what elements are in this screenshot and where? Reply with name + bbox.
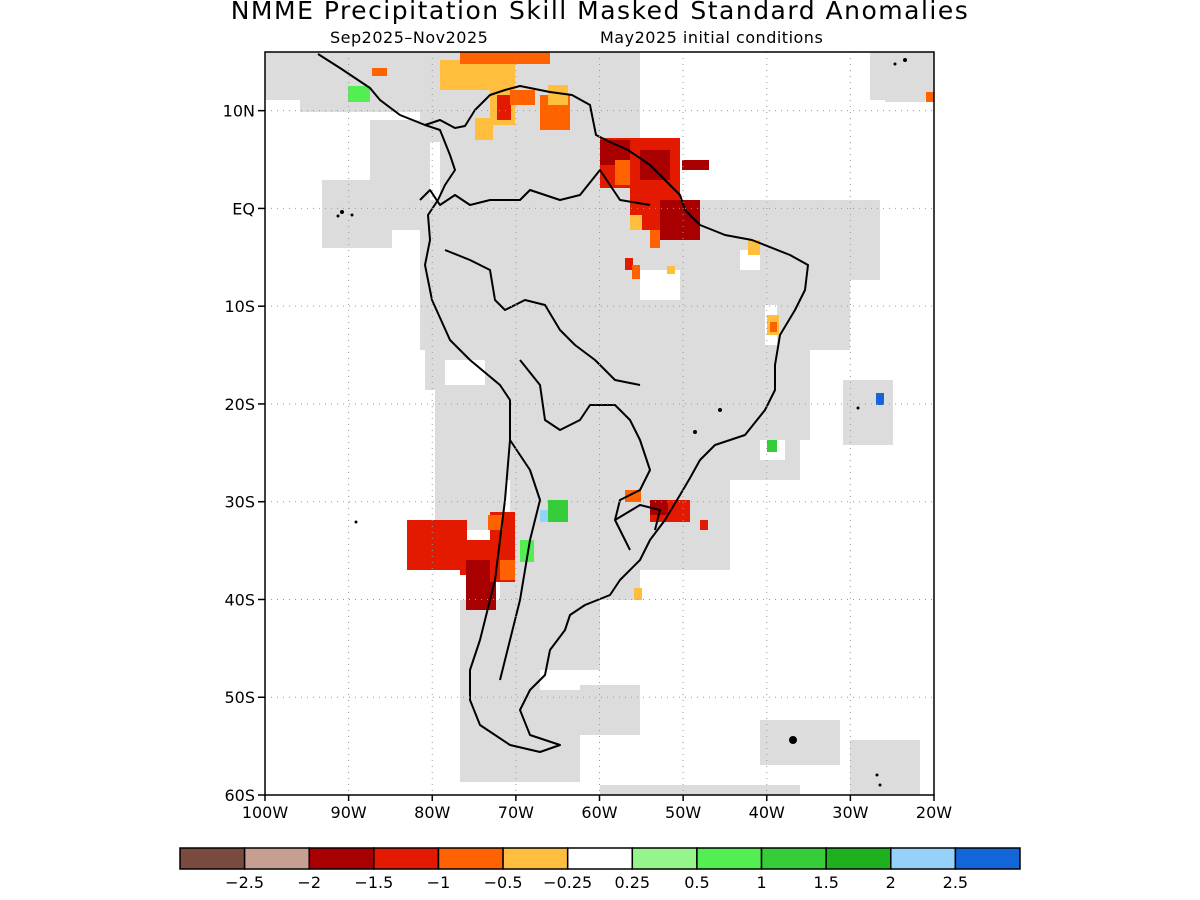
colorbar-swatch — [373, 847, 440, 870]
colorbar-label: 0.25 — [614, 873, 650, 892]
map-title: NMME Precipitation Skill Masked Standard… — [230, 0, 970, 25]
colorbar-swatch — [890, 847, 957, 870]
colorbar-label: 1 — [756, 873, 766, 892]
colorbar-label: −2 — [297, 873, 321, 892]
colorbar-swatch — [696, 847, 763, 870]
lon-label: 30W — [832, 803, 868, 822]
lon-label: 50W — [665, 803, 701, 822]
lat-label: 30S — [224, 493, 255, 512]
colorbar-swatch — [179, 847, 246, 870]
colorbar-label: −0.5 — [484, 873, 523, 892]
colorbar-label: 2 — [886, 873, 896, 892]
coastline — [317, 53, 809, 753]
colorbar-label: 1.5 — [813, 873, 838, 892]
lon-label: 40W — [749, 803, 785, 822]
colorbar: −2.5 −2 −1.5 −1 −0.5 −0.25 0.25 0.5 1 1.5 2 2.5 — [179, 847, 1021, 892]
lat-label: 20S — [224, 395, 255, 414]
lat-label: 40S — [224, 590, 255, 609]
lat-label: 10N — [223, 102, 255, 121]
lat-label: 10S — [224, 297, 255, 316]
lon-label: 90W — [331, 803, 367, 822]
lon-label: 100W — [242, 803, 289, 822]
colorbar-label: −1.5 — [354, 873, 393, 892]
islands — [336, 58, 907, 787]
colorbar-swatch — [243, 847, 310, 870]
lon-label: 20W — [916, 803, 952, 822]
colorbar-swatch — [954, 847, 1021, 870]
anomaly-patches — [348, 52, 934, 610]
lon-label: 80W — [414, 803, 450, 822]
colorbar-swatch — [308, 847, 375, 870]
colorbar-swatch — [437, 847, 504, 870]
colorbar-swatch — [502, 847, 569, 870]
colorbar-label: −0.25 — [543, 873, 592, 892]
colorbar-label: 0.5 — [684, 873, 709, 892]
skill-mask-region — [265, 52, 934, 795]
colorbar-label: −2.5 — [225, 873, 264, 892]
lon-label: 60W — [581, 803, 617, 822]
lat-label: 60S — [224, 786, 255, 805]
colorbar-swatch — [631, 847, 698, 870]
colorbar-swatch — [760, 847, 827, 870]
initial-conditions: May2025 initial conditions — [600, 28, 824, 47]
colorbar-swatch — [566, 847, 634, 870]
lat-label: 50S — [224, 688, 255, 707]
map-area — [265, 52, 934, 795]
forecast-period: Sep2025–Nov2025 — [330, 28, 489, 47]
colorbar-label: 2.5 — [943, 873, 968, 892]
lon-label: 70W — [498, 803, 534, 822]
colorbar-swatch — [825, 847, 892, 870]
lat-label: EQ — [232, 199, 255, 218]
colorbar-label: −1 — [427, 873, 451, 892]
